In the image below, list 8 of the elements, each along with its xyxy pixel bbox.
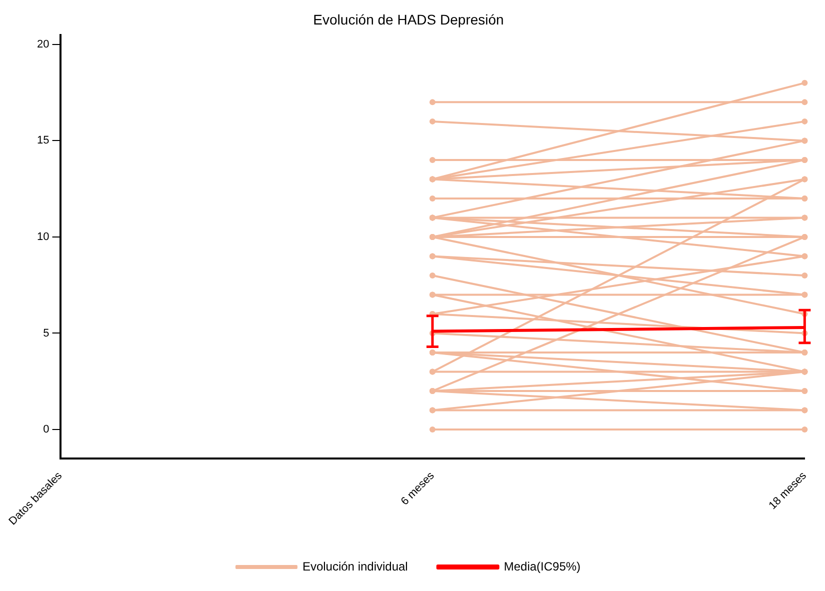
y-tick-label: 10 xyxy=(37,230,50,243)
chart-title: Evolución de HADS Depresión xyxy=(313,11,504,28)
y-tick-label: 0 xyxy=(43,424,50,436)
y-tick-label: 5 xyxy=(43,327,50,340)
y-tick-label: 15 xyxy=(37,134,50,147)
legend-label: Media(IC95%) xyxy=(504,559,581,574)
legend-label: Evolución individual xyxy=(302,559,408,574)
y-tick-label: 20 xyxy=(37,38,50,50)
